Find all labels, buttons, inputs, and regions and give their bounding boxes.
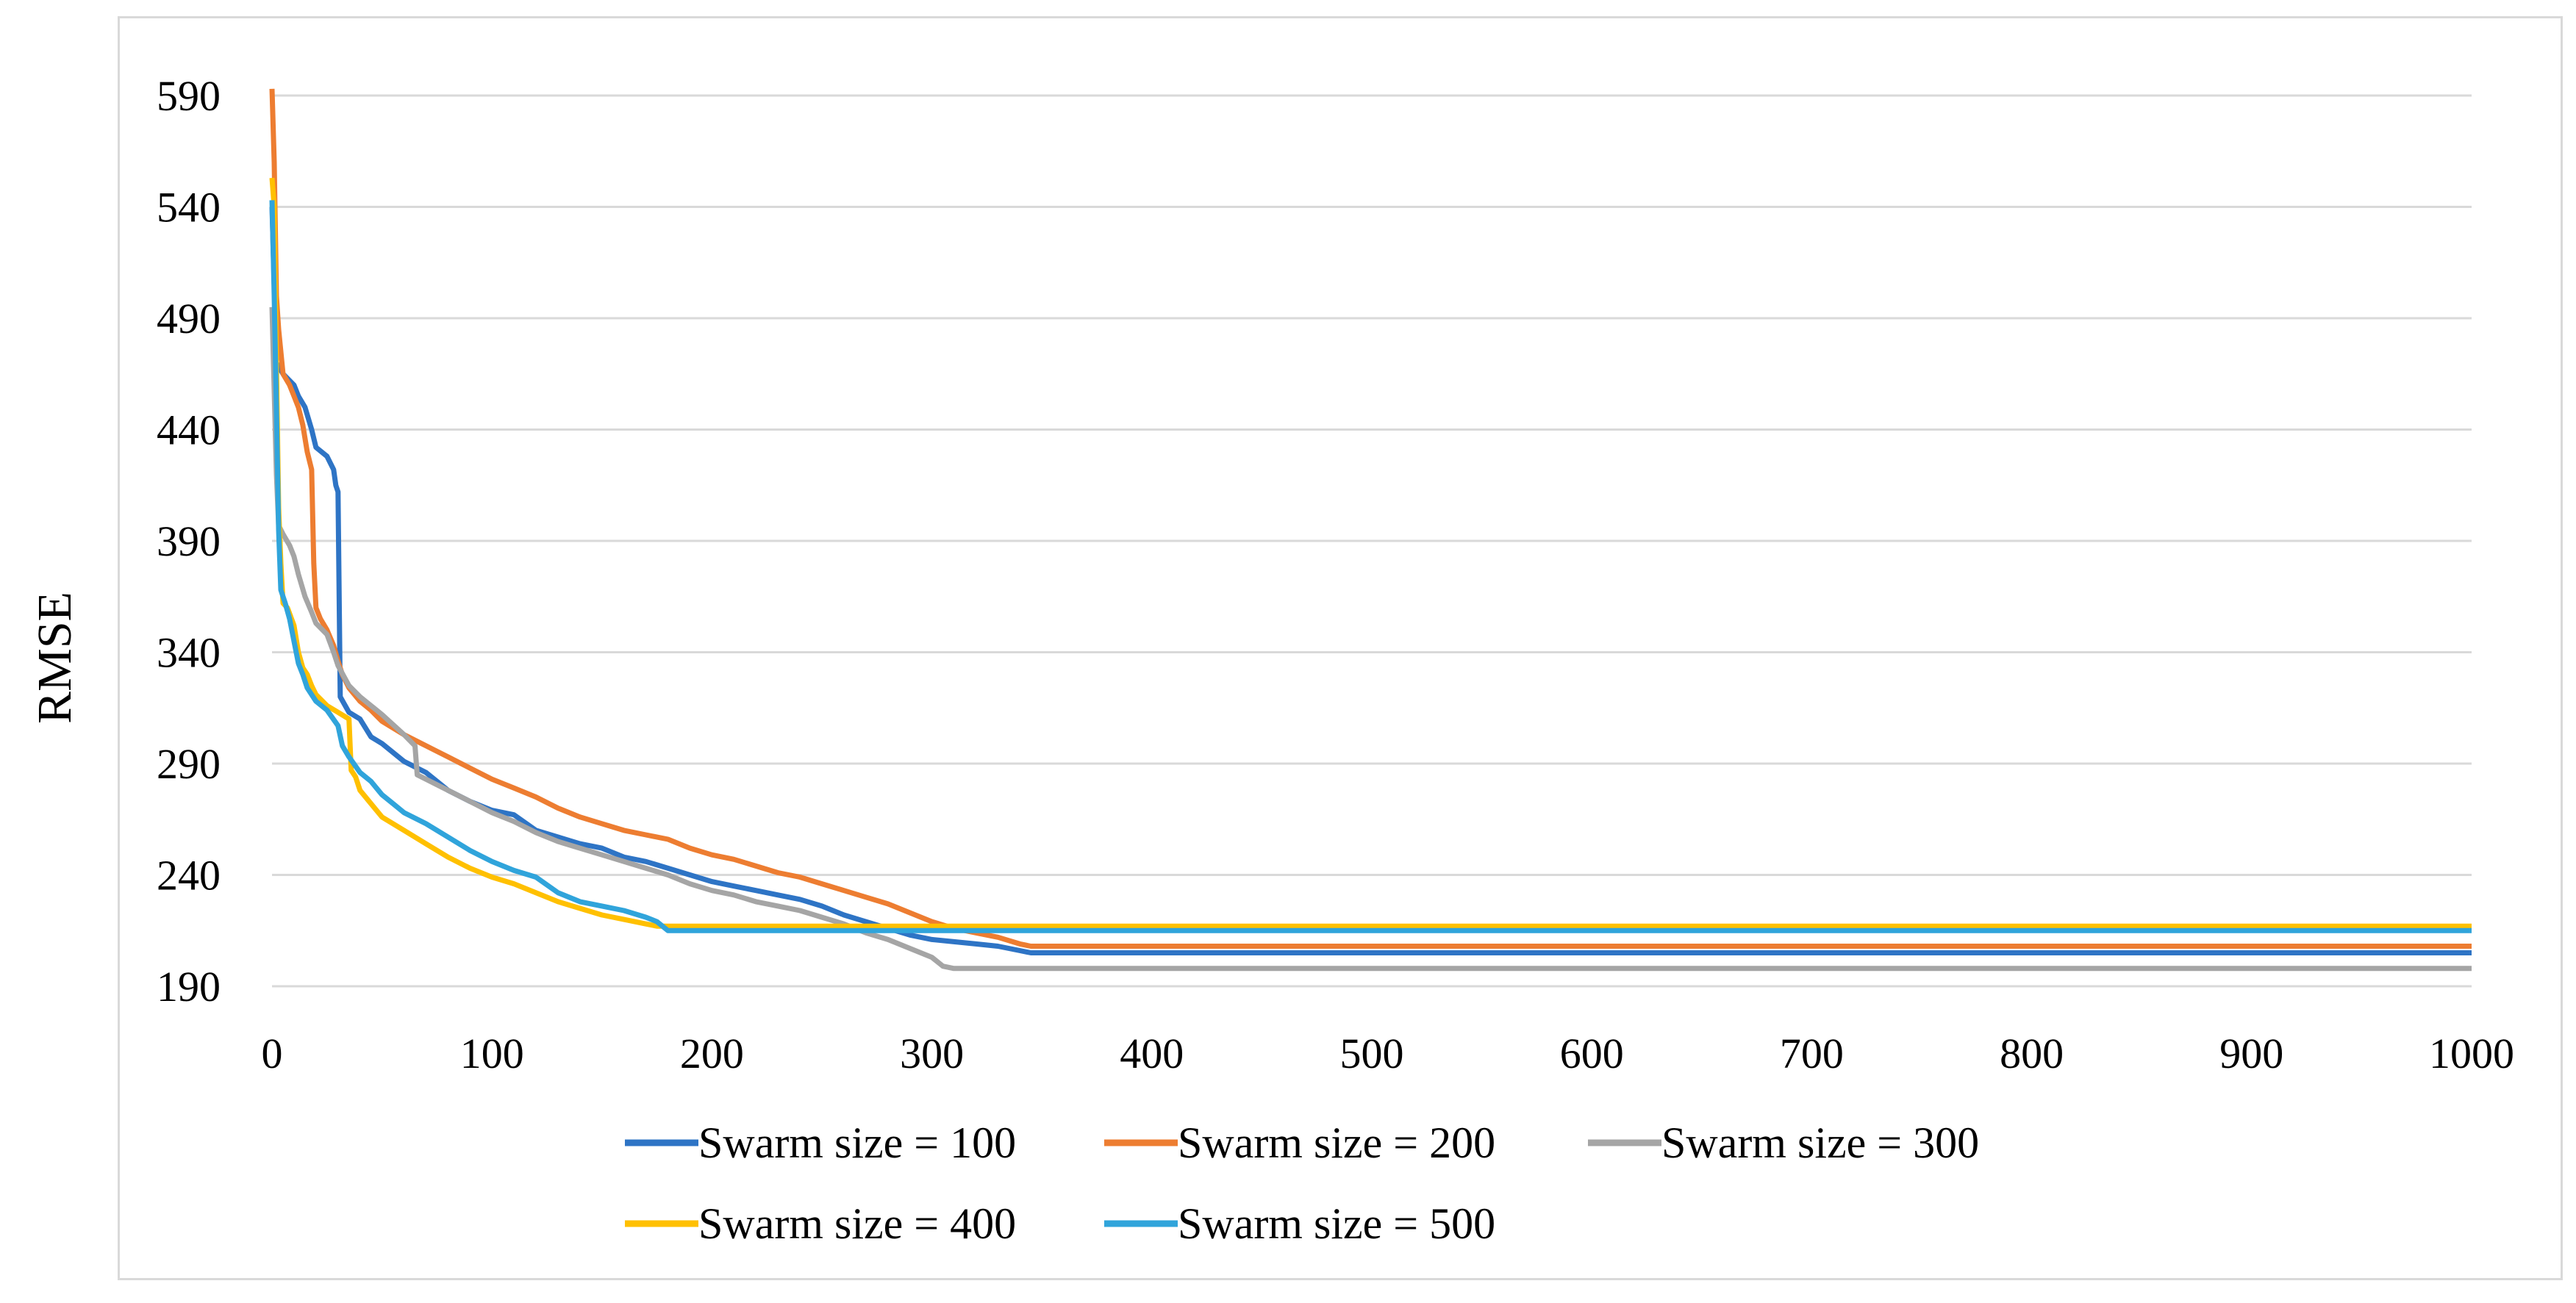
x-axis-ticks: 0 100 200 300 400 500 600 700 800 900 1000 <box>262 1030 2515 1077</box>
series-line-1 <box>269 207 2472 955</box>
x-tick-label: 400 <box>1120 1030 1184 1077</box>
series-lines <box>269 88 2472 972</box>
legend-entry-3: Swarm size = 300 <box>1588 1119 1979 1167</box>
series-line-2 <box>269 88 2472 949</box>
legend-label: Swarm size = 100 <box>698 1119 1016 1167</box>
legend-entry-5: Swarm size = 500 <box>1104 1199 1495 1248</box>
series-line-3 <box>269 306 2472 972</box>
y-tick-label: 390 <box>157 517 221 565</box>
x-tick-label: 200 <box>680 1030 744 1077</box>
legend-entry-1: Swarm size = 100 <box>625 1119 1016 1167</box>
x-tick-label: 1000 <box>2429 1030 2514 1077</box>
y-axis-title: RMSE <box>28 592 82 724</box>
x-tick-label: 800 <box>2000 1030 2064 1077</box>
y-tick-label: 440 <box>157 406 221 454</box>
y-tick-label: 540 <box>157 184 221 231</box>
y-tick-label: 490 <box>157 295 221 342</box>
legend: Swarm size = 100 Swarm size = 200 Swarm si… <box>625 1119 1979 1248</box>
x-tick-label: 900 <box>2219 1030 2283 1077</box>
y-tick-label: 290 <box>157 740 221 788</box>
y-tick-label: 190 <box>157 963 221 1011</box>
x-tick-label: 100 <box>460 1030 524 1077</box>
legend-entry-4: Swarm size = 400 <box>625 1199 1016 1248</box>
y-tick-label: 590 <box>157 72 221 120</box>
series-line-4 <box>269 177 2472 929</box>
legend-label: Swarm size = 300 <box>1661 1119 1979 1167</box>
chart-frame <box>118 16 2563 1280</box>
x-tick-label: 600 <box>1560 1030 1624 1077</box>
y-tick-label: 340 <box>157 629 221 677</box>
legend-label: Swarm size = 200 <box>1178 1119 1495 1167</box>
legend-label: Swarm size = 400 <box>698 1199 1016 1248</box>
y-axis-ticks: 190 240 290 340 390 440 490 540 590 <box>157 72 221 1011</box>
x-tick-label: 700 <box>1780 1030 1844 1077</box>
legend-entry-2: Swarm size = 200 <box>1104 1119 1495 1167</box>
x-tick-label: 0 <box>262 1030 283 1077</box>
x-tick-label: 500 <box>1340 1030 1404 1077</box>
y-tick-label: 240 <box>157 852 221 900</box>
series-line-5 <box>269 200 2472 933</box>
x-tick-label: 300 <box>900 1030 964 1077</box>
legend-label: Swarm size = 500 <box>1178 1199 1495 1248</box>
grid-lines <box>272 94 2472 876</box>
